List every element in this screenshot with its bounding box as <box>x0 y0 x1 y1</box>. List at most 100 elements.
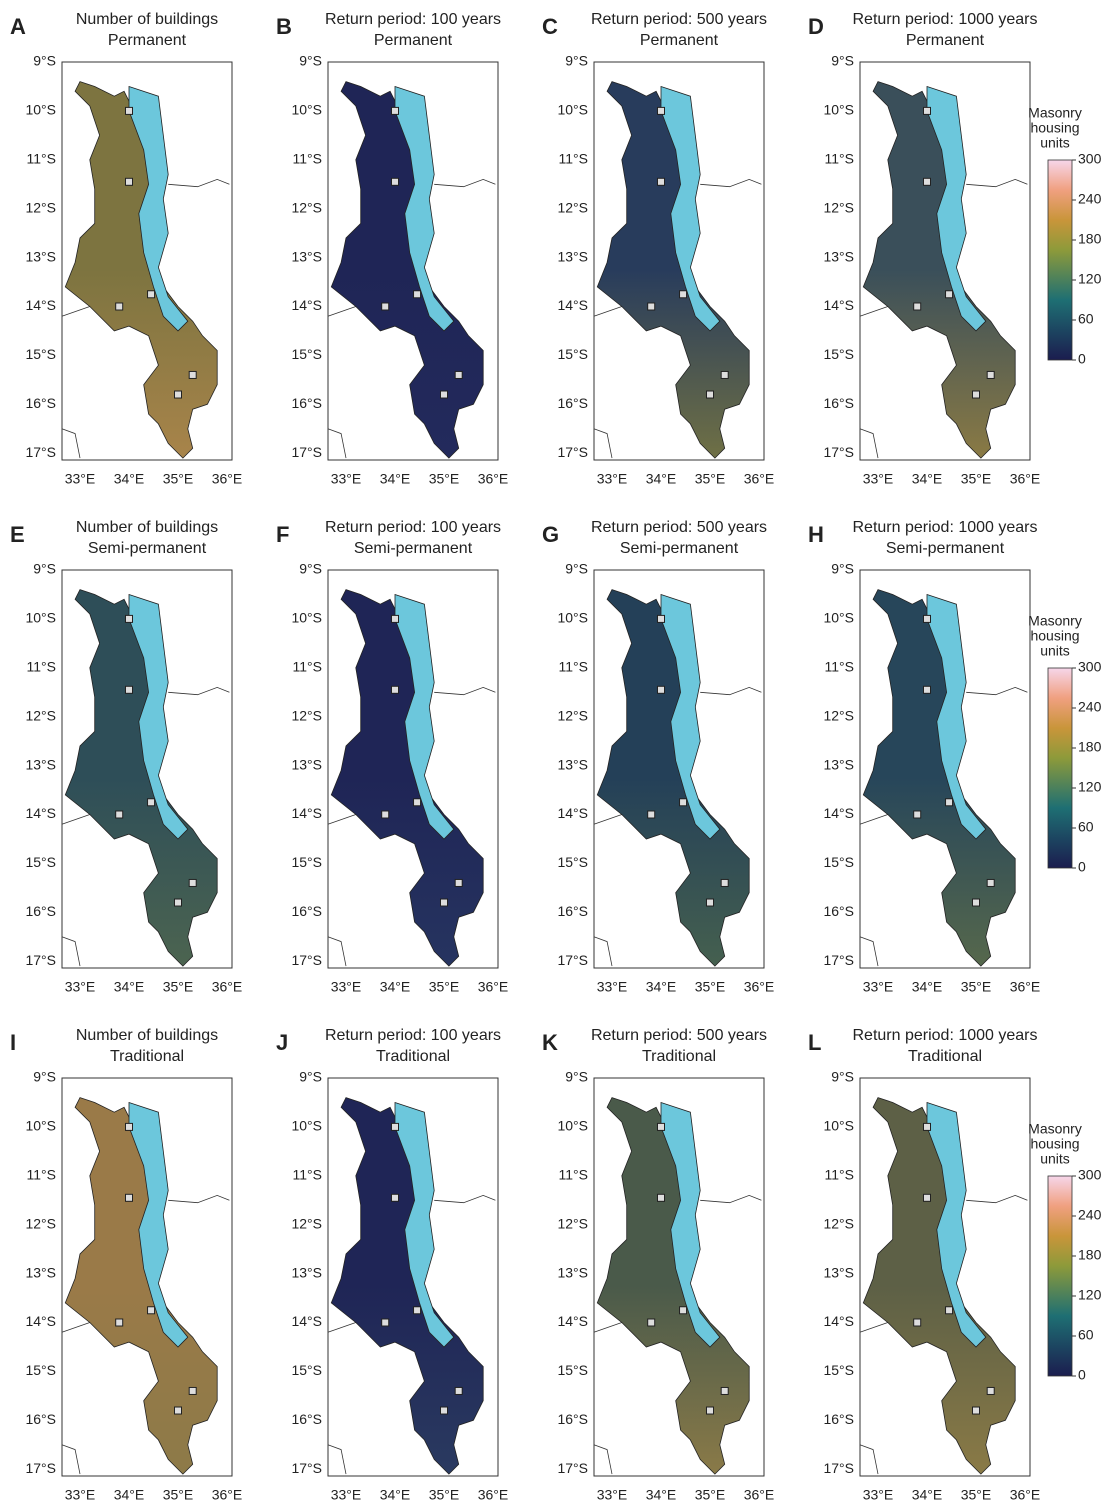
panel-title: Permanent <box>640 32 719 49</box>
city-marker <box>923 106 931 115</box>
colorbar-title: housing <box>1030 1136 1079 1152</box>
y-tick-label: 13°S <box>557 248 588 264</box>
colorbar-tick-label: 300 <box>1078 1167 1102 1183</box>
x-tick-label: 36°E <box>212 1487 243 1502</box>
colorbar-tick-label: 240 <box>1078 699 1102 715</box>
y-tick-label: 17°S <box>557 1460 588 1476</box>
x-tick-label: 34°E <box>380 1487 411 1502</box>
map-frame <box>593 1077 765 1477</box>
y-tick-label: 11°S <box>825 1167 854 1183</box>
y-tick-label: 14°S <box>823 1313 854 1329</box>
border <box>859 814 888 825</box>
border <box>61 306 90 317</box>
panel-title: Return period: 1000 years <box>853 11 1038 28</box>
city-marker <box>391 1193 399 1202</box>
map-frame <box>593 61 765 461</box>
y-tick-label: 10°S <box>823 102 854 118</box>
border <box>859 1322 888 1333</box>
city-marker <box>391 614 399 623</box>
y-tick-label: 10°S <box>557 102 588 118</box>
y-tick-label: 17°S <box>557 952 588 968</box>
city-marker <box>945 1306 954 1315</box>
y-tick-label: 12°S <box>557 1215 588 1231</box>
city-marker <box>125 1122 133 1131</box>
city-marker <box>454 370 463 379</box>
city-marker <box>454 1386 463 1395</box>
map-frame <box>327 1077 499 1477</box>
map-frame <box>61 1077 233 1477</box>
y-tick-label: 9°S <box>299 561 322 577</box>
y-tick-label: 10°S <box>557 1118 588 1134</box>
panel-letter: D <box>808 14 824 39</box>
border <box>700 178 762 188</box>
border <box>327 1322 356 1333</box>
panel-title: Number of buildings <box>76 1027 218 1044</box>
y-tick-label: 17°S <box>823 444 854 460</box>
panel-title: Number of buildings <box>76 11 218 28</box>
border <box>168 1194 230 1204</box>
panel-letter: A <box>10 14 26 39</box>
border <box>61 814 90 825</box>
colorbar-title: units <box>1040 135 1070 151</box>
y-tick-label: 16°S <box>25 1411 56 1427</box>
city-marker <box>647 1318 656 1327</box>
panel-letter: H <box>808 522 824 547</box>
y-tick-label: 9°S <box>33 53 56 69</box>
border <box>61 936 81 967</box>
panel-title: Return period: 1000 years <box>853 519 1038 536</box>
y-tick-label: 14°S <box>557 1313 588 1329</box>
x-tick-label: 33°E <box>597 979 628 995</box>
city-marker <box>147 1306 156 1315</box>
colorbar-title: Masonry <box>1028 105 1082 121</box>
panel-title: Semi-permanent <box>620 540 739 557</box>
panel-title: Traditional <box>376 1048 450 1065</box>
lake <box>128 593 189 840</box>
x-tick-label: 36°E <box>744 1487 775 1502</box>
x-tick-label: 33°E <box>597 1487 628 1502</box>
city-marker <box>706 1406 714 1415</box>
city-marker <box>188 370 197 379</box>
border <box>434 178 496 188</box>
y-tick-label: 16°S <box>291 1411 322 1427</box>
colorbar-tick-label: 120 <box>1078 271 1102 287</box>
colorbar-tick-label: 180 <box>1078 1247 1102 1263</box>
city-marker <box>945 798 954 807</box>
border <box>593 1444 613 1475</box>
colorbar <box>1047 1175 1073 1377</box>
city-marker <box>679 798 688 807</box>
border <box>327 1444 347 1475</box>
city-marker <box>679 1306 688 1315</box>
city-marker <box>174 898 182 907</box>
map-frame <box>61 61 233 461</box>
city-marker <box>188 1386 197 1395</box>
city-marker <box>147 290 156 299</box>
y-tick-label: 15°S <box>291 1362 322 1378</box>
city-marker <box>657 614 665 623</box>
map-frame <box>61 569 233 969</box>
x-tick-label: 36°E <box>478 979 509 995</box>
city-marker <box>174 1406 182 1415</box>
city-marker <box>706 898 714 907</box>
city-marker <box>147 798 156 807</box>
city-marker <box>115 810 124 819</box>
panel-title: Semi-permanent <box>88 540 207 557</box>
x-tick-label: 33°E <box>863 471 894 487</box>
city-marker <box>125 685 133 694</box>
y-tick-label: 16°S <box>557 395 588 411</box>
city-marker <box>986 1386 995 1395</box>
y-tick-label: 16°S <box>291 903 322 919</box>
colorbar-tick-label: 0 <box>1078 859 1086 875</box>
city-marker <box>647 302 656 311</box>
city-marker <box>923 177 931 186</box>
colorbar-tick-label: 120 <box>1078 779 1102 795</box>
city-marker <box>391 106 399 115</box>
city-marker <box>125 106 133 115</box>
border <box>327 428 347 459</box>
panel-title: Return period: 500 years <box>591 1027 767 1044</box>
city-marker <box>174 390 182 399</box>
y-tick-label: 9°S <box>565 53 588 69</box>
y-tick-label: 12°S <box>557 199 588 215</box>
border <box>168 686 230 696</box>
colorbar-tick-label: 180 <box>1078 739 1102 755</box>
panel-title: Return period: 1000 years <box>853 1027 1038 1044</box>
